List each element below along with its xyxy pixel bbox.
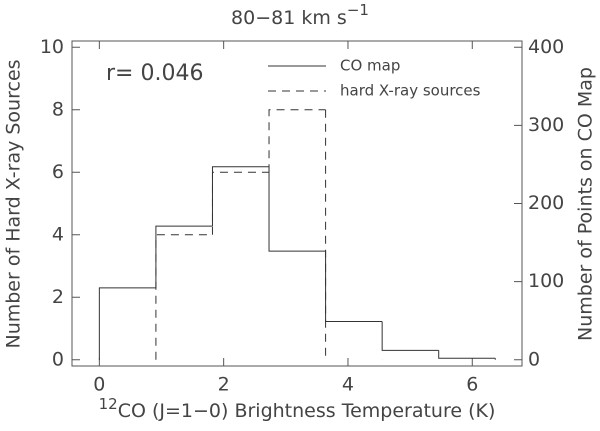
y2-tick-label: 0	[528, 348, 540, 370]
legend-label: CO map	[340, 57, 400, 75]
histogram-bin	[155, 234, 213, 360]
x-label-sup: 12	[99, 395, 118, 413]
histogram-bin	[381, 321, 439, 351]
x-tick-label: 4	[342, 374, 354, 396]
annotation: r= 0.046	[106, 61, 203, 86]
y-tick-label: 2	[52, 286, 64, 308]
x-label-main: CO (J=1−0) Brightness Temperature (K)	[118, 400, 496, 422]
y-tick-label: 8	[52, 98, 64, 120]
y2-tick-label: 400	[528, 36, 564, 58]
title-main: 80−81 km s	[231, 7, 347, 29]
chart-title: 80−81 km s−1	[231, 1, 369, 29]
histogram-bin	[325, 251, 383, 322]
histogram-bin	[268, 166, 326, 252]
y-tick-label: 10	[40, 36, 64, 58]
title-sup: −1	[347, 1, 369, 19]
y-axis-label: Number of Hard X-ray Sources	[3, 59, 25, 348]
x-tick-label: 0	[93, 374, 105, 396]
histogram-bin	[268, 109, 326, 173]
y2-tick-label: 200	[528, 192, 564, 214]
legend-label: hard X-ray sources	[340, 82, 481, 100]
y2-tick-label: 100	[528, 270, 564, 292]
x-tick-label: 2	[218, 374, 230, 396]
histogram-bin	[211, 166, 270, 227]
y-tick-label: 6	[52, 161, 64, 183]
histogram-bin	[98, 287, 156, 360]
y2-axis-label: Number of Points on CO Map	[575, 67, 597, 341]
histogram-bin	[155, 225, 213, 288]
x-tick-label: 6	[466, 374, 478, 396]
histogram-bin	[211, 171, 270, 235]
y-tick-label: 4	[52, 223, 64, 245]
y-tick-label: 0	[52, 348, 64, 370]
y2-tick-label: 300	[528, 114, 564, 136]
x-axis-label: 12CO (J=1−0) Brightness Temperature (K)	[99, 395, 496, 422]
histogram-bin	[438, 350, 496, 360]
